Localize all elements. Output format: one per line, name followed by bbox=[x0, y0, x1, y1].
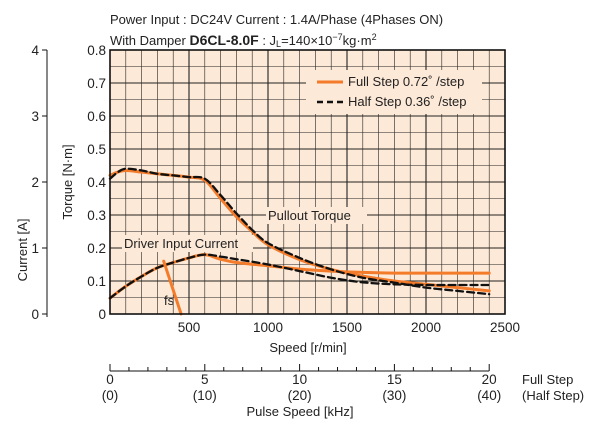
y2-tick-label: 2 bbox=[31, 175, 39, 190]
legend-label-half: Half Step 0.36˚ /step bbox=[348, 94, 467, 109]
pulse-half-step-tick-label: (20) bbox=[288, 388, 312, 403]
y-tick-label: 0.3 bbox=[87, 208, 106, 223]
x-tick-label: 1000 bbox=[253, 320, 283, 335]
half-step-torque-curve bbox=[108, 167, 491, 296]
fs-label: fs bbox=[164, 293, 175, 308]
pulse-half-step-tick-label: (40) bbox=[477, 388, 501, 403]
y-tick-label: 0.2 bbox=[87, 241, 106, 256]
legend: Full Step 0.72˚ /step Half Step 0.36˚ /s… bbox=[306, 70, 482, 114]
x-tick-label: 2500 bbox=[490, 320, 520, 335]
x-axis-label: Speed [r/min] bbox=[269, 340, 346, 355]
y2-tick-label: 4 bbox=[31, 43, 39, 58]
driver-current-label: Driver Input Current bbox=[124, 236, 239, 251]
y2-tick-label: 3 bbox=[31, 109, 39, 124]
pulse-half-step-tick-label: (0) bbox=[102, 388, 119, 403]
chart-header-power: Power Input : DC24V Current : 1.4A/Phase… bbox=[110, 12, 443, 27]
y2-tick-label: 0 bbox=[31, 307, 39, 322]
current-axis: 0 1 2 3 4 bbox=[31, 43, 48, 322]
half-step-current-curve bbox=[108, 253, 491, 300]
full-step-axis-name: Full Step bbox=[522, 372, 573, 387]
legend-label-full: Full Step 0.72˚ /step bbox=[348, 74, 464, 89]
chart-header-damper: With Damper D6CL-8.0F : JL=140×10−7kg·m2 bbox=[110, 32, 377, 49]
y-tick-label: 0.1 bbox=[87, 274, 106, 289]
pulse-full-step-tick-label: 20 bbox=[482, 372, 497, 387]
pulse-speed-axis: 0(0) 5(10) 10(20) 15(30) 20(40) bbox=[102, 364, 501, 403]
y2-tick-label: 1 bbox=[31, 241, 39, 256]
data-curves bbox=[108, 167, 491, 316]
y-tick-label: 0.4 bbox=[87, 175, 106, 190]
y-tick-labels: 0 0.1 0.2 0.3 0.4 0.5 0.6 0.7 0.8 bbox=[87, 43, 106, 322]
y2-axis-label: Current [A] bbox=[15, 219, 30, 282]
pullout-torque-label: Pullout Torque bbox=[268, 208, 351, 223]
y-tick-label: 0.5 bbox=[87, 142, 106, 157]
pulse-full-step-tick-label: 10 bbox=[292, 372, 307, 387]
x-tick-label: 1500 bbox=[332, 320, 362, 335]
fs-marker-line bbox=[162, 259, 183, 316]
x-tick-labels: 500 1000 1500 2000 2500 bbox=[178, 320, 520, 335]
driver-label-bg bbox=[122, 235, 253, 252]
pulse-full-step-tick-label: 15 bbox=[387, 372, 402, 387]
x-tick-label: 2000 bbox=[411, 320, 441, 335]
y-tick-label: 0 bbox=[98, 307, 106, 322]
y-tick-label: 0.8 bbox=[87, 43, 106, 58]
pulse-half-step-tick-label: (10) bbox=[193, 388, 217, 403]
pulse-half-step-tick-label: (30) bbox=[382, 388, 406, 403]
x-tick-label: 500 bbox=[178, 320, 201, 335]
y-axis-label: Torque [N·m] bbox=[60, 144, 75, 219]
legend-bg bbox=[306, 70, 482, 114]
full-step-torque-curve bbox=[108, 168, 491, 293]
pulse-full-step-tick-label: 0 bbox=[106, 372, 114, 387]
pulse-full-step-tick-label: 5 bbox=[201, 372, 209, 387]
y-tick-label: 0.7 bbox=[87, 76, 106, 91]
half-step-axis-name: (Half Step) bbox=[522, 388, 584, 403]
pulse-speed-label: Pulse Speed [kHz] bbox=[247, 404, 354, 419]
y-tick-label: 0.6 bbox=[87, 109, 106, 124]
pullout-label-bg bbox=[266, 207, 367, 224]
plot-frame bbox=[109, 49, 506, 315]
